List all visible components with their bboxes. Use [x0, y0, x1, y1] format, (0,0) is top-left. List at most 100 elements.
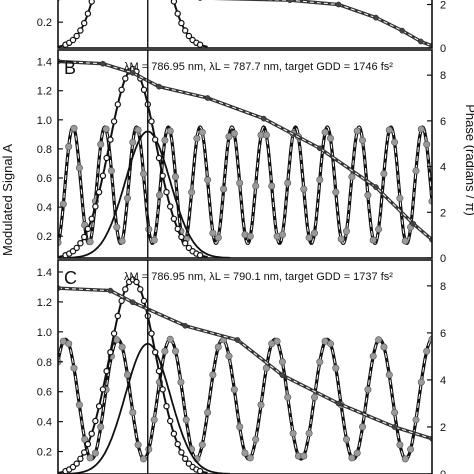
signal-point	[204, 176, 212, 184]
plot-area	[58, 276, 432, 474]
left-tick-label: 0.6	[37, 173, 52, 185]
signal-point	[102, 125, 110, 133]
signal-point	[118, 343, 126, 351]
envelope-point	[110, 330, 118, 337]
signal-point	[348, 454, 356, 462]
phase-point	[129, 299, 136, 306]
panel-annotation: λM = 786.95 nm, λL = 790.1 nm, target GD…	[124, 271, 393, 283]
signal-point	[337, 235, 345, 243]
signal-point	[252, 182, 260, 190]
signal-point	[332, 188, 340, 196]
envelope-point	[181, 239, 189, 247]
envelope-point	[95, 403, 103, 410]
right-tick-label: 2	[440, 0, 446, 12]
signal-point	[166, 127, 174, 135]
signal-point	[172, 173, 180, 181]
envelope-point	[107, 349, 114, 356]
signal-point	[326, 340, 334, 348]
envelope-point	[163, 403, 170, 410]
phase-point	[287, 0, 293, 4]
envelope-point	[103, 154, 110, 162]
phase-point	[335, 400, 342, 407]
signal-point	[417, 378, 425, 386]
panel-1: 0.2 2 0	[37, 0, 446, 55]
signal-point	[107, 167, 115, 175]
signal-point	[412, 167, 420, 175]
envelope-point	[159, 386, 166, 393]
panel-2: 1.4 1.2 1.0 0.8 0.6 0.4 0.2 8 6 4 2 0 B λM = 786.95 n…	[37, 49, 446, 265]
signal-point	[417, 125, 425, 133]
signal-point	[262, 131, 270, 139]
envelope-point	[170, 215, 178, 222]
signal-point	[391, 408, 399, 416]
envelope-point	[84, 10, 92, 17]
panel-label: C	[64, 268, 77, 288]
phase-point	[373, 184, 379, 190]
signal-point	[209, 229, 217, 237]
panels: 0.2 2 0 1.4 1.2 1.0 0.8 0.6 0.4 0.2 8 6 4 2 0 B λM = 786…	[37, 0, 446, 474]
envelope-point	[196, 467, 204, 474]
panel-3: 1.4 1.2 1.0 0.8 0.6 0.4 0.2 8 6 4 2 0 CλM = 786.95 n…	[37, 259, 446, 474]
signal-point	[177, 378, 185, 386]
signal-point	[214, 234, 222, 242]
envelope-point	[80, 19, 88, 27]
signal-point	[230, 386, 238, 394]
envelope-point	[77, 239, 84, 247]
axes-frame	[57, 0, 433, 49]
signal-point	[278, 231, 286, 239]
envelope-point	[118, 86, 125, 94]
right-tick-label: 4	[440, 375, 446, 387]
right-tick-label: 6	[440, 328, 446, 340]
phase-point	[204, 95, 211, 101]
envelope-point	[174, 440, 181, 448]
signal-point	[140, 170, 148, 178]
signal-point	[225, 133, 233, 141]
phase-point	[156, 83, 162, 90]
envelope-point	[99, 172, 107, 179]
right-tick-label: 0	[440, 253, 446, 265]
signal-point	[156, 191, 164, 199]
signal-point	[59, 200, 67, 208]
left-tick-label: 1.2	[37, 86, 52, 98]
envelope-point	[80, 449, 88, 456]
signal-point	[268, 182, 276, 190]
signal-point	[113, 223, 121, 231]
signal-point	[75, 164, 83, 172]
envelope-point	[73, 460, 80, 467]
signal-point	[300, 185, 308, 193]
envelope-point	[80, 233, 88, 241]
plot-area	[58, 58, 432, 258]
signal-point	[166, 335, 174, 343]
signal-point	[342, 227, 350, 235]
signal-point	[140, 455, 148, 463]
envelope-point	[148, 330, 155, 337]
signal-point	[91, 449, 99, 457]
signal-point	[193, 134, 201, 142]
phase-fit-line	[261, 0, 432, 47]
signal-point	[369, 352, 377, 360]
left-tick-label: 1.0	[37, 327, 52, 339]
envelope-point	[77, 27, 84, 34]
envelope-point	[69, 36, 77, 44]
envelope-point	[140, 297, 148, 305]
signal-point	[305, 429, 313, 437]
envelope-point	[92, 203, 99, 210]
signal-point	[300, 452, 308, 460]
envelope-point	[181, 27, 189, 34]
signal-point	[204, 408, 212, 416]
phase-fit-line	[58, 287, 432, 440]
right-tick-label: 2	[440, 207, 446, 219]
signal-point	[70, 364, 78, 372]
signal-point	[353, 449, 361, 457]
envelope-point	[185, 32, 193, 40]
left-tick-label: 0.2	[37, 447, 52, 459]
signal-point	[289, 429, 297, 437]
envelope-point	[178, 449, 185, 456]
signal-point	[252, 435, 260, 443]
signal-point	[182, 416, 190, 424]
envelope-point	[166, 203, 174, 210]
left-tick-label: 0.4	[37, 417, 52, 429]
signal-point	[407, 445, 415, 453]
right-tick-label: 8	[440, 281, 446, 293]
signal-point	[198, 441, 206, 449]
